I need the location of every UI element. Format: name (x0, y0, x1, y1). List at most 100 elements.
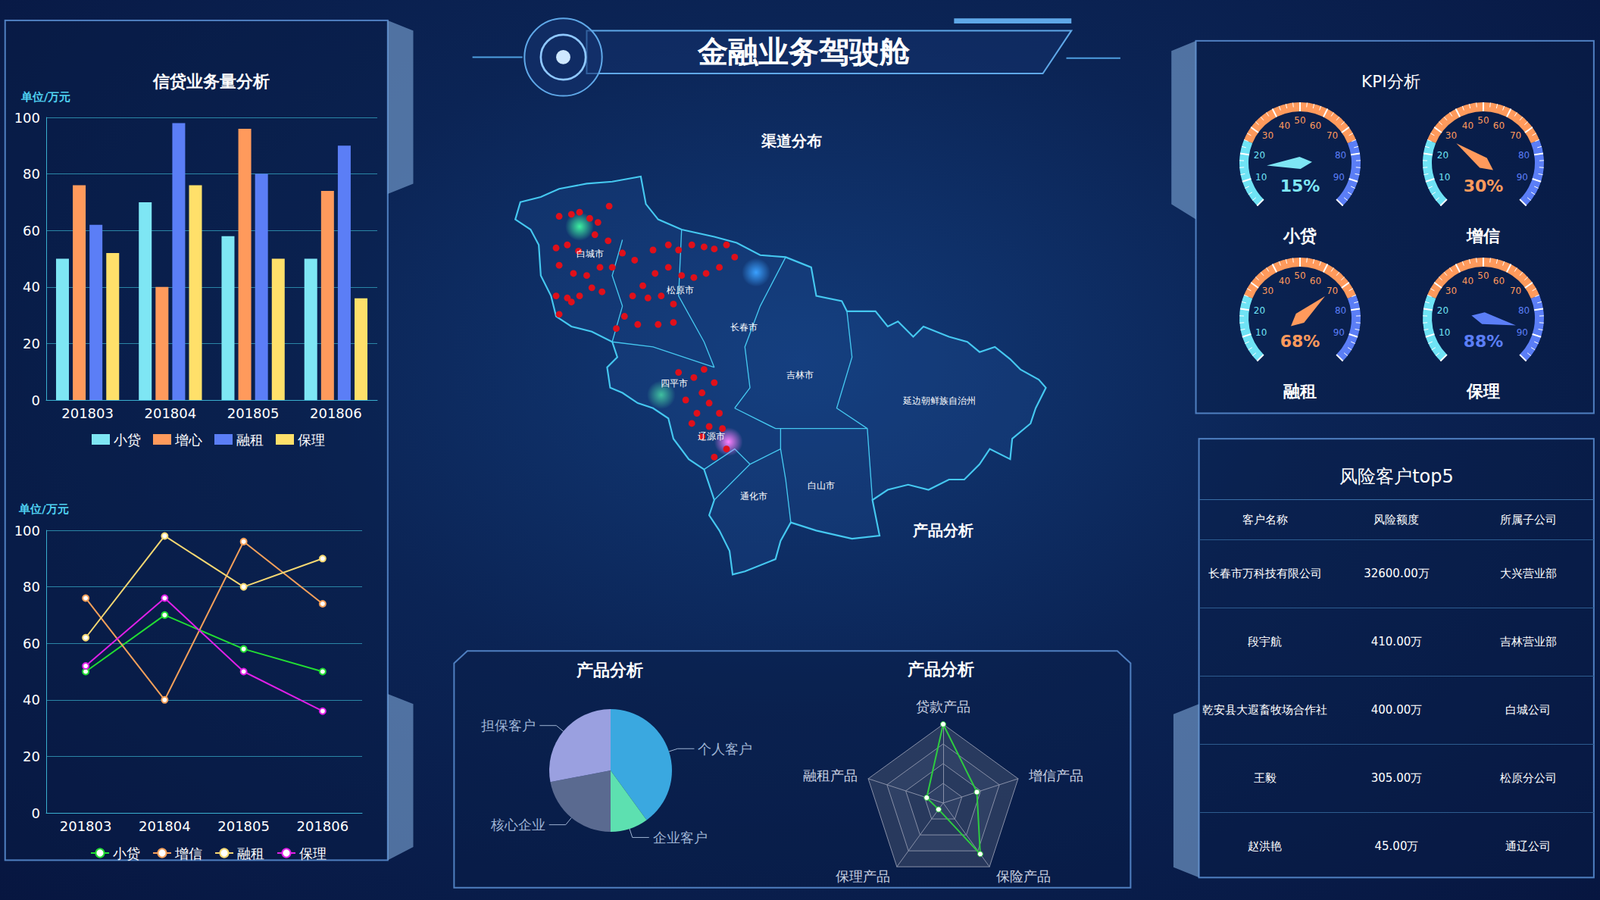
svg-text:产品分析: 产品分析 (912, 521, 974, 540)
svg-text:保理: 保理 (297, 431, 325, 448)
svg-text:90: 90 (1333, 171, 1345, 183)
svg-text:融租: 融租 (236, 431, 264, 448)
svg-text:201805: 201805 (217, 818, 270, 835)
svg-text:90: 90 (1516, 327, 1529, 338)
svg-text:50: 50 (1477, 115, 1489, 126)
svg-text:50: 50 (1477, 270, 1489, 282)
svg-text:80: 80 (22, 578, 41, 595)
svg-text:70: 70 (1509, 130, 1522, 141)
svg-text:渠道分布: 渠道分布 (760, 131, 822, 150)
svg-text:80: 80 (1518, 305, 1530, 316)
svg-text:增信: 增信 (1465, 226, 1500, 246)
svg-text:60: 60 (1309, 275, 1322, 287)
svg-text:201806: 201806 (296, 818, 350, 835)
svg-text:30: 30 (1445, 130, 1457, 141)
svg-text:201805: 201805 (227, 405, 280, 422)
svg-text:白城市: 白城市 (576, 248, 604, 260)
svg-text:201804: 201804 (144, 405, 197, 422)
svg-text:保理产品: 保理产品 (835, 868, 891, 885)
svg-text:保理: 保理 (1465, 381, 1500, 401)
svg-text:201804: 201804 (138, 818, 191, 835)
svg-text:68%: 68% (1280, 331, 1321, 351)
svg-text:保险产品: 保险产品 (996, 868, 1051, 885)
svg-text:辽源市: 辽源市 (697, 431, 725, 442)
svg-text:20: 20 (1437, 150, 1449, 161)
svg-text:40: 40 (22, 278, 41, 295)
svg-text:50: 50 (1293, 115, 1306, 126)
svg-text:100: 100 (14, 109, 41, 126)
svg-text:70: 70 (1326, 130, 1338, 141)
svg-text:小贷: 小贷 (112, 845, 141, 862)
svg-text:60: 60 (1493, 275, 1505, 287)
svg-text:20: 20 (1253, 150, 1266, 161)
svg-text:白山市: 白山市 (807, 480, 835, 491)
svg-text:201803: 201803 (61, 405, 114, 422)
svg-text:90: 90 (1516, 171, 1529, 183)
svg-text:40: 40 (1278, 120, 1291, 132)
svg-text:增心: 增心 (174, 431, 203, 448)
svg-text:70: 70 (1326, 285, 1338, 297)
svg-text:产品分析: 产品分析 (906, 659, 975, 679)
svg-text:70: 70 (1509, 285, 1522, 297)
svg-text:融租产品: 融租产品 (803, 767, 858, 784)
svg-text:融租: 融租 (1283, 381, 1317, 401)
svg-text:10: 10 (1438, 327, 1450, 338)
svg-text:延边朝鲜族自治州: 延边朝鲜族自治州 (902, 395, 976, 407)
svg-text:吉林市: 吉林市 (786, 369, 814, 381)
svg-text:80: 80 (1334, 150, 1347, 161)
svg-text:20: 20 (1253, 305, 1266, 316)
svg-text:60: 60 (1493, 120, 1505, 132)
svg-text:201803: 201803 (59, 818, 113, 835)
svg-text:60: 60 (22, 222, 41, 239)
svg-text:80: 80 (1518, 150, 1530, 161)
svg-text:企业客户: 企业客户 (653, 829, 708, 846)
svg-text:单位/万元: 单位/万元 (20, 90, 71, 104)
svg-text:88%: 88% (1463, 331, 1504, 351)
svg-text:长春市: 长春市 (730, 321, 758, 333)
svg-text:20: 20 (22, 335, 41, 352)
svg-text:核心企业: 核心企业 (490, 816, 546, 833)
svg-text:201806: 201806 (309, 405, 363, 422)
svg-text:50: 50 (1293, 270, 1306, 282)
svg-text:松原市: 松原市 (666, 284, 694, 296)
svg-text:10: 10 (1255, 171, 1267, 183)
svg-text:小贷: 小贷 (1282, 226, 1317, 246)
svg-text:60: 60 (1309, 120, 1322, 132)
svg-text:40: 40 (22, 691, 41, 708)
svg-text:40: 40 (1462, 275, 1474, 287)
svg-text:15%: 15% (1280, 176, 1321, 196)
svg-text:小贷: 小贷 (113, 431, 141, 448)
svg-text:100: 100 (14, 522, 41, 539)
svg-text:30: 30 (1262, 285, 1274, 297)
svg-text:30: 30 (1445, 285, 1457, 297)
svg-text:通化市: 通化市 (740, 490, 768, 502)
svg-text:信贷业务量分析: 信贷业务量分析 (152, 71, 270, 91)
svg-text:80: 80 (1334, 305, 1347, 316)
svg-text:单位/万元: 单位/万元 (18, 502, 69, 516)
svg-text:增信产品: 增信产品 (1028, 767, 1084, 784)
svg-text:40: 40 (1278, 275, 1291, 287)
svg-text:20: 20 (22, 748, 41, 765)
svg-text:金融业务驾驶舱: 金融业务驾驶舱 (696, 33, 911, 70)
svg-text:融租: 融租 (237, 845, 265, 862)
svg-text:增信: 增信 (174, 845, 203, 862)
svg-text:90: 90 (1333, 327, 1345, 338)
html-text:风险客户top5: 风险客户top5 (1339, 465, 1454, 488)
svg-text:产品分析: 产品分析 (575, 660, 644, 680)
svg-text:0: 0 (31, 805, 41, 822)
svg-text:10: 10 (1255, 327, 1267, 338)
svg-text:0: 0 (31, 392, 41, 409)
svg-text:80: 80 (22, 165, 41, 182)
svg-text:30%: 30% (1463, 176, 1504, 196)
svg-text:10: 10 (1438, 171, 1450, 183)
svg-text:60: 60 (22, 635, 41, 652)
svg-text:个人客户: 个人客户 (697, 740, 753, 757)
svg-text:担保客户: 担保客户 (481, 717, 536, 734)
svg-text:KPI分析: KPI分析 (1361, 71, 1420, 91)
svg-text:40: 40 (1462, 120, 1474, 132)
svg-text:四平市: 四平市 (660, 378, 688, 389)
svg-text:20: 20 (1437, 305, 1449, 316)
svg-text:保理: 保理 (299, 845, 327, 862)
svg-text:30: 30 (1262, 130, 1274, 141)
svg-text:贷款产品: 贷款产品 (915, 698, 971, 715)
